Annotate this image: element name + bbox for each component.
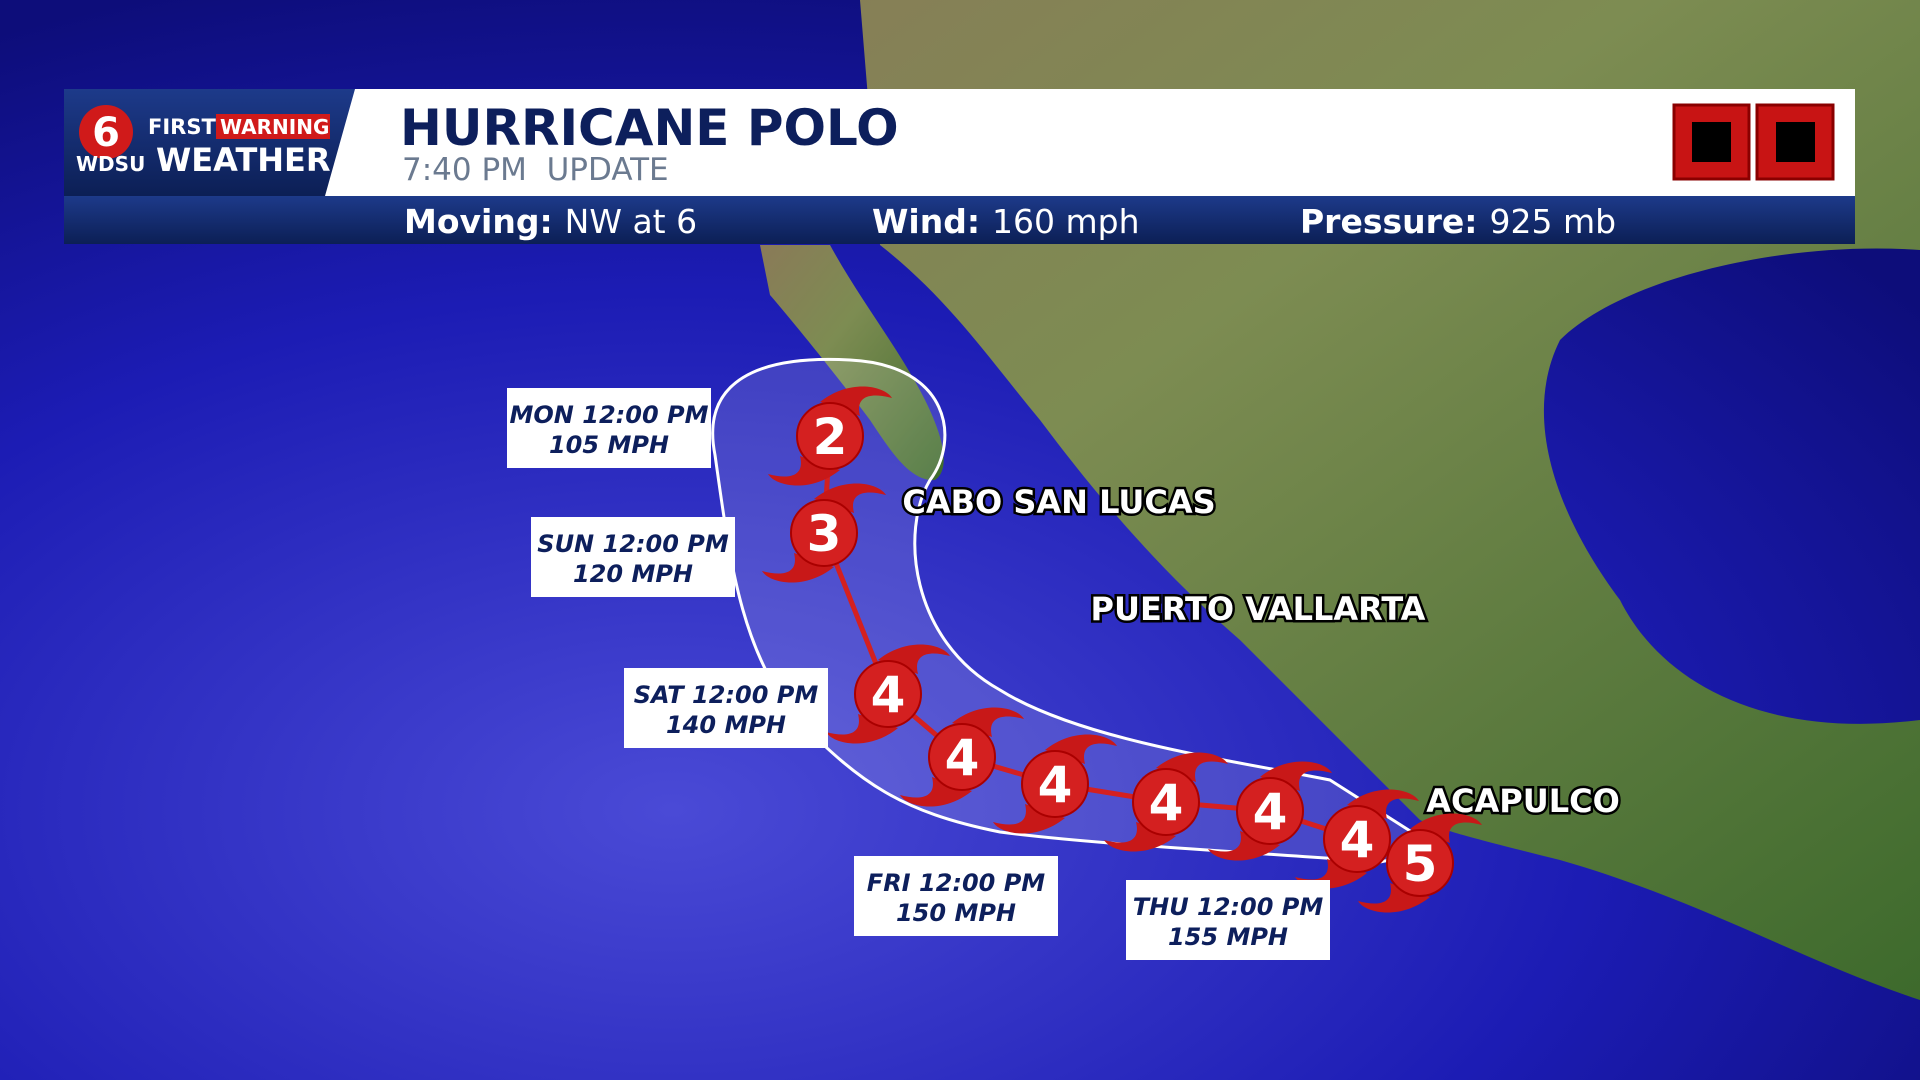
label-time: MON 12:00 PM <box>510 401 709 429</box>
category: 4 <box>871 666 906 724</box>
label-time: SAT 12:00 PM <box>634 681 819 709</box>
label-box <box>1126 880 1330 960</box>
category: 4 <box>945 729 980 787</box>
hurricane-icon: 4 <box>993 734 1117 834</box>
stat-value: 160 mph <box>992 202 1140 241</box>
baja-peninsula <box>760 245 944 481</box>
label-time: FRI 12:00 PM <box>867 869 1046 897</box>
stat: Pressure: 925 mb <box>1300 202 1616 241</box>
logo-weather: WEATHER <box>156 141 331 179</box>
logo-channel: 6 <box>92 110 120 156</box>
stat: Wind: 160 mph <box>872 202 1140 241</box>
hurricane-core <box>790 499 858 567</box>
subtitle: 7:40 PM UPDATE <box>402 152 669 188</box>
icon-square-inner <box>1692 122 1731 162</box>
city-label: ACAPULCO <box>1426 782 1620 820</box>
title: HURRICANE POLO <box>400 99 899 157</box>
hurricane-core <box>1132 768 1200 836</box>
hurricane-core <box>1323 805 1391 873</box>
category: 4 <box>1340 811 1375 869</box>
stat-value: 925 mb <box>1489 202 1616 241</box>
hurricane-icon: 3 <box>762 483 886 583</box>
hurricane-icon: 4 <box>900 707 1024 807</box>
category: 4 <box>1038 756 1073 814</box>
hurricane-core <box>1386 829 1454 897</box>
hurricane-icon: 4 <box>1208 761 1332 861</box>
label-box <box>531 517 735 597</box>
logo-first: FIRST <box>148 115 216 139</box>
category: 3 <box>807 505 842 563</box>
hurricane-icon: 4 <box>1104 752 1228 852</box>
city-label: PUERTO VALLARTA <box>1091 590 1426 628</box>
label-speed: 150 MPH <box>896 899 1016 927</box>
label-time: THU 12:00 PM <box>1133 893 1324 921</box>
hurricane-icon: 2 <box>768 386 892 486</box>
stats-bar <box>64 196 1855 244</box>
stat-label: Moving: <box>404 202 553 241</box>
hurricane-icon: 4 <box>1295 789 1419 889</box>
category: 4 <box>1253 783 1288 841</box>
label-box <box>854 856 1058 936</box>
category: 5 <box>1403 835 1438 893</box>
label-speed: 155 MPH <box>1168 923 1288 951</box>
logo-station: WDSU <box>76 152 145 176</box>
hurricane-icon: 5 <box>1358 813 1482 913</box>
category: 2 <box>813 408 848 466</box>
icon-square-inner <box>1776 122 1815 162</box>
header-bar <box>64 89 1855 196</box>
hurricane-core <box>928 723 996 791</box>
label-speed: 105 MPH <box>549 431 669 459</box>
hurricane-core <box>854 660 922 728</box>
label-box <box>624 668 828 748</box>
label-box <box>507 388 711 468</box>
mainland <box>540 0 1920 1000</box>
stat: Moving: NW at 6 <box>404 202 697 241</box>
stat-label: Pressure: <box>1300 202 1477 241</box>
logo-warning: WARNING <box>220 115 329 139</box>
city-label: CABO SAN LUCAS <box>902 483 1215 521</box>
label-speed: 140 MPH <box>666 711 786 739</box>
stat-value: NW at 6 <box>565 202 697 241</box>
hurricane-core <box>1236 777 1304 845</box>
hurricane-icon: 4 <box>826 644 950 744</box>
label-speed: 120 MPH <box>573 560 693 588</box>
hurricane-core <box>796 402 864 470</box>
label-time: SUN 12:00 PM <box>537 530 729 558</box>
logo-badge <box>79 105 133 159</box>
category: 4 <box>1149 774 1184 832</box>
stat-label: Wind: <box>872 202 980 241</box>
hurricane-core <box>1021 750 1089 818</box>
logo-warning-bg <box>216 114 330 139</box>
